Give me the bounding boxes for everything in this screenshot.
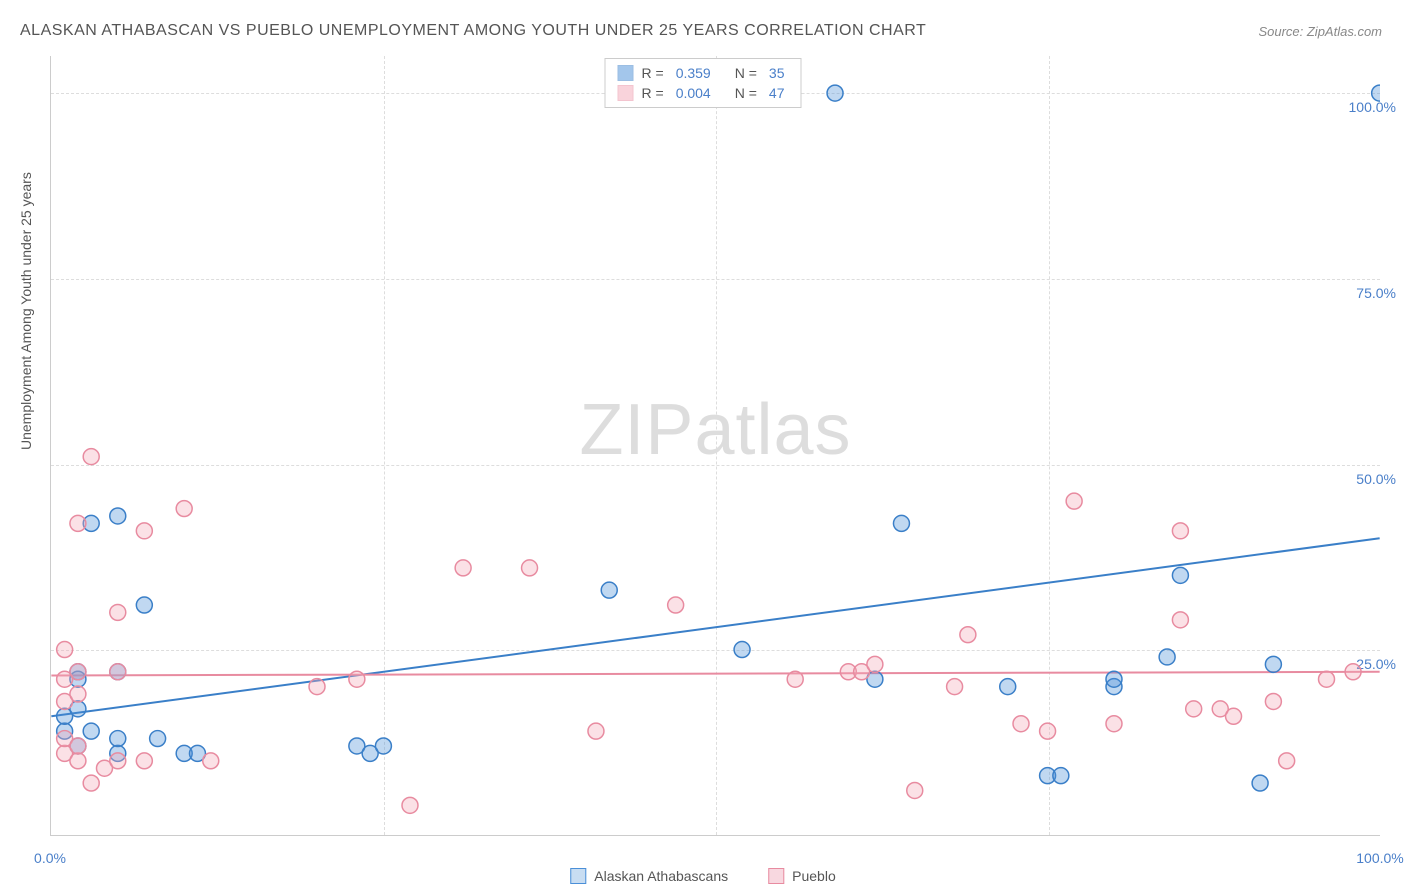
data-point — [70, 515, 86, 531]
data-point — [867, 656, 883, 672]
data-point — [1319, 671, 1335, 687]
data-point — [70, 686, 86, 702]
data-point — [57, 642, 73, 658]
series-legend: Alaskan Athabascans Pueblo — [570, 868, 835, 884]
data-point — [1000, 679, 1016, 695]
data-point — [893, 515, 909, 531]
data-point — [1172, 523, 1188, 539]
data-point — [83, 775, 99, 791]
legend-n-label: N = — [735, 85, 757, 101]
legend-n-value: 35 — [769, 65, 785, 81]
data-point — [70, 664, 86, 680]
x-tick-label: 100.0% — [1356, 850, 1403, 866]
data-point — [1345, 664, 1361, 680]
data-point — [176, 501, 192, 517]
legend-stat-row: R = 0.359 N = 35 — [618, 63, 789, 83]
data-point — [1226, 708, 1242, 724]
legend-series-label: Pueblo — [792, 868, 836, 884]
legend-n-label: N = — [735, 65, 757, 81]
legend-swatch — [768, 868, 784, 884]
data-point — [827, 85, 843, 101]
legend-swatch — [618, 85, 634, 101]
data-point — [83, 723, 99, 739]
x-tick-label: 0.0% — [34, 850, 66, 866]
y-axis-label: Unemployment Among Youth under 25 years — [18, 172, 34, 450]
legend-swatch — [570, 868, 586, 884]
data-point — [70, 753, 86, 769]
data-point — [1159, 649, 1175, 665]
correlation-legend: R = 0.359 N = 35 R = 0.004 N = 47 — [605, 58, 802, 108]
data-point — [1106, 671, 1122, 687]
data-point — [1265, 693, 1281, 709]
data-point — [734, 642, 750, 658]
data-point — [947, 679, 963, 695]
source-attribution: Source: ZipAtlas.com — [1258, 24, 1382, 39]
data-point — [960, 627, 976, 643]
regression-line — [51, 672, 1379, 676]
data-point — [309, 679, 325, 695]
data-point — [1013, 716, 1029, 732]
data-point — [110, 731, 126, 747]
legend-r-value: 0.004 — [676, 85, 711, 101]
data-point — [601, 582, 617, 598]
data-point — [1066, 493, 1082, 509]
legend-n-value: 47 — [769, 85, 785, 101]
data-point — [455, 560, 471, 576]
data-point — [110, 508, 126, 524]
data-point — [110, 664, 126, 680]
data-point — [588, 723, 604, 739]
data-point — [787, 671, 803, 687]
data-point — [907, 782, 923, 798]
legend-r-label: R = — [642, 85, 664, 101]
data-point — [203, 753, 219, 769]
data-point — [1372, 85, 1380, 101]
data-point — [70, 738, 86, 754]
data-point — [136, 753, 152, 769]
legend-r-value: 0.359 — [676, 65, 711, 81]
scatter-svg — [51, 56, 1380, 835]
data-point — [349, 671, 365, 687]
data-point — [1252, 775, 1268, 791]
data-point — [402, 797, 418, 813]
legend-series-item: Pueblo — [768, 868, 836, 884]
data-point — [1106, 716, 1122, 732]
data-point — [1279, 753, 1295, 769]
data-point — [136, 597, 152, 613]
data-point — [1040, 723, 1056, 739]
legend-r-label: R = — [642, 65, 664, 81]
data-point — [1172, 612, 1188, 628]
legend-series-item: Alaskan Athabascans — [570, 868, 728, 884]
data-point — [1172, 567, 1188, 583]
data-point — [110, 604, 126, 620]
data-point — [110, 753, 126, 769]
legend-swatch — [618, 65, 634, 81]
data-point — [668, 597, 684, 613]
data-point — [1053, 768, 1069, 784]
data-point — [83, 449, 99, 465]
legend-series-label: Alaskan Athabascans — [594, 868, 728, 884]
legend-stat-row: R = 0.004 N = 47 — [618, 83, 789, 103]
data-point — [375, 738, 391, 754]
data-point — [522, 560, 538, 576]
data-point — [150, 731, 166, 747]
data-point — [1265, 656, 1281, 672]
chart-plot-area: ZIPatlas — [50, 56, 1380, 836]
data-point — [1186, 701, 1202, 717]
data-point — [136, 523, 152, 539]
chart-title: ALASKAN ATHABASCAN VS PUEBLO UNEMPLOYMEN… — [20, 22, 926, 40]
